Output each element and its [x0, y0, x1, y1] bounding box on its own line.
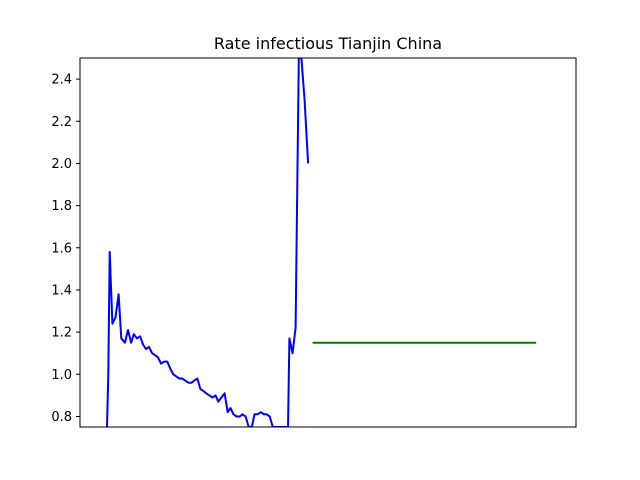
axes-frame: [79, 57, 577, 428]
y-tick-label: 2.4: [51, 73, 72, 88]
plot-area: [106, 58, 537, 427]
y-tick-label: 1.0: [51, 368, 72, 383]
series-line-0: [106, 58, 310, 427]
y-tick-label: 1.8: [51, 199, 72, 214]
y-tick-label: 0.8: [51, 410, 72, 425]
y-tick-label: 1.6: [51, 241, 72, 256]
y-tick-label: 2.2: [51, 115, 72, 130]
y-axis: 0.8 1.0 1.2 1.4 1.6 1.8 2.0 2.2 2.4: [51, 73, 80, 425]
chart-title: Rate infectious Tianjin China: [214, 34, 442, 53]
y-tick-label: 1.4: [51, 283, 72, 298]
y-tick-label: 2.0: [51, 157, 72, 172]
y-tick-label: 1.2: [51, 326, 72, 341]
